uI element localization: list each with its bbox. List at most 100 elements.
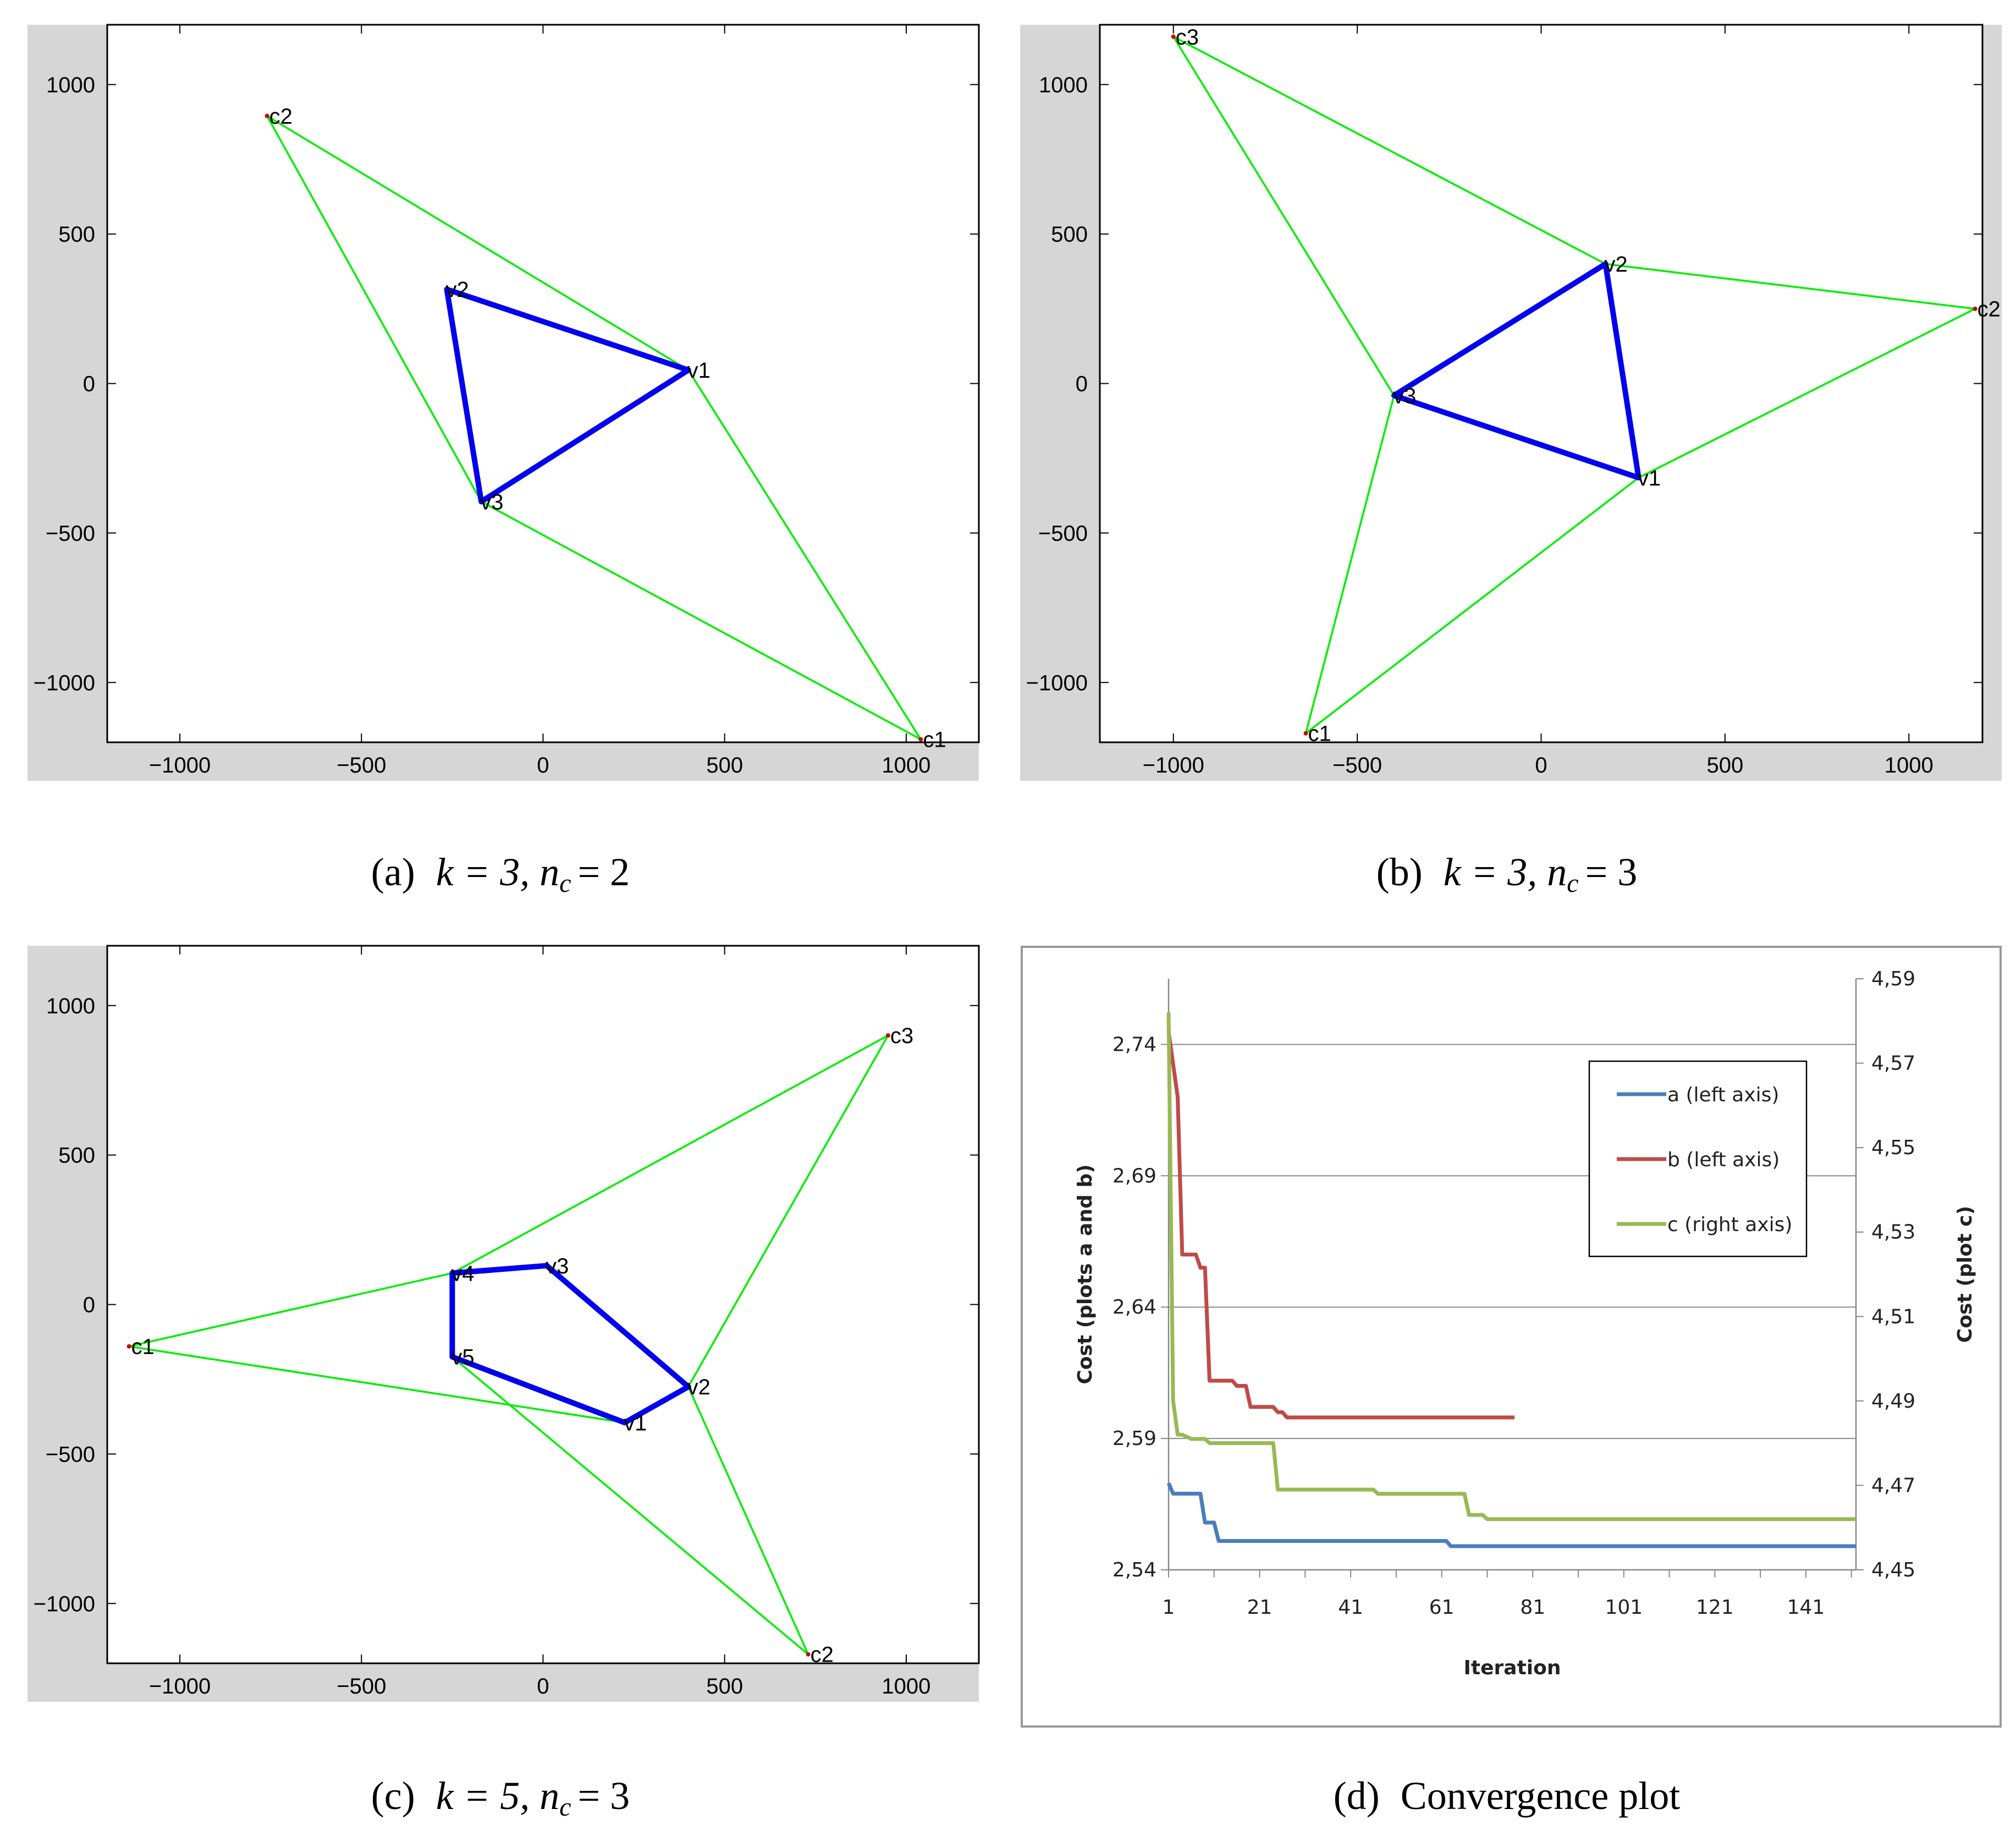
caption-b: (b) k = 3, nc = 3 (1376, 850, 1637, 898)
plot-area (106, 24, 980, 743)
right-tick-label: 4,51 (1871, 1305, 1915, 1328)
y-tick-label: −500 (46, 1442, 95, 1466)
x-axis-title: Iteration (1464, 1657, 1561, 1679)
right-tick-label: 4,59 (1871, 968, 1915, 990)
x-tick-label: −500 (1332, 753, 1382, 777)
connection-line-c2-v1 (266, 115, 689, 371)
subplot-d-convergence: 2,54 2,59 2,64 2,69 2,74 4,45 4,47 4,49 4,51 4,53… (1021, 946, 2002, 1728)
vertex-label-v5: v5 (451, 1345, 474, 1370)
x-tick-label: 101 (1605, 1596, 1643, 1619)
x-tick-label: 1000 (882, 1674, 930, 1698)
cluster-point-c2 (806, 1652, 811, 1657)
right-axis-title: Cost (plot c) (1954, 1206, 1976, 1343)
x-tick-label: −500 (337, 1674, 386, 1698)
series-line-c (1166, 1012, 1856, 1521)
cluster-point-c1 (918, 737, 923, 742)
x-tick-label: −1000 (149, 753, 211, 777)
vertex-label-v1: v1 (1638, 466, 1661, 490)
cluster-label-c3: c3 (1176, 25, 1199, 49)
right-tick-label: 4,47 (1871, 1474, 1915, 1497)
right-tick-label: 4,55 (1871, 1137, 1915, 1159)
right-tick-label: 4,57 (1871, 1052, 1915, 1075)
vertex-label-v1: v1 (624, 1411, 647, 1435)
y-tick-label: 1000 (1039, 73, 1088, 97)
cluster-label-c2: c2 (811, 1643, 834, 1667)
cluster-point-c1 (126, 1344, 131, 1349)
left-tick-label: 2,59 (1112, 1427, 1156, 1450)
vertex-label-v4: v4 (451, 1261, 474, 1286)
vertex-label-v1: v1 (687, 359, 710, 383)
y-tick-label: 0 (1076, 372, 1088, 396)
cluster-point-c2 (265, 113, 269, 118)
plot-area (1099, 24, 1984, 743)
connection-line-c2-v2 (687, 1386, 809, 1655)
polygon-path (449, 1262, 691, 1426)
y-tick-label: 0 (83, 1293, 95, 1317)
right-tick-label: 4,45 (1871, 1559, 1915, 1581)
connection-line-c2-v2 (1605, 263, 1975, 310)
plot-area (106, 945, 980, 1664)
series-line-a (1166, 1482, 1856, 1548)
cluster-label-c1: c1 (1308, 722, 1331, 746)
connection-line-c1-v1 (687, 369, 922, 740)
polygon-path (1391, 261, 1642, 481)
connection-line-c1-v1 (129, 1345, 625, 1424)
left-tick-label: 2,54 (1112, 1559, 1156, 1581)
x-tick-label: 61 (1429, 1596, 1455, 1619)
x-tick-label: 500 (706, 753, 743, 777)
x-tick-label: 0 (537, 753, 549, 777)
cluster-point-c2 (1973, 306, 1978, 311)
caption-d: (d) Convergence plot (1334, 1774, 1681, 1818)
x-tick-label: 1 (1163, 1596, 1175, 1619)
y-tick-label: −1000 (34, 1592, 95, 1616)
connection-line-c2-v3 (266, 115, 482, 503)
connection-line-c3-v4 (451, 1034, 889, 1274)
cluster-label-c1: c1 (923, 728, 946, 752)
vertex-label-v3: v3 (480, 490, 503, 514)
convergence-frame (1021, 946, 2002, 1728)
subplot-c: −1000 −500 0 500 1000 −1000 −500 0 500 1000 v1 v2 v3… (27, 945, 980, 1702)
connection-line-c2-v5 (451, 1356, 809, 1656)
cluster-label-c3: c3 (890, 1024, 913, 1048)
y-tick-label: −500 (1038, 521, 1088, 545)
y-tick-label: 500 (1051, 223, 1088, 247)
y-tick-label: −1000 (1026, 671, 1088, 695)
y-tick-label: 1000 (46, 73, 95, 97)
x-tick-label: 81 (1520, 1596, 1545, 1619)
vertex-label-v3: v3 (546, 1254, 569, 1278)
left-axis-title: Cost (plots a and b) (1074, 1164, 1097, 1384)
y-tick-label: 500 (58, 1144, 95, 1168)
legend-label-b: b (left axis) (1667, 1149, 1780, 1171)
cluster-label-c2: c2 (269, 104, 293, 129)
right-tick-label: 4,53 (1871, 1221, 1915, 1244)
cluster-label-c2: c2 (1978, 297, 2001, 322)
legend-label-c: c (right axis) (1667, 1214, 1792, 1236)
y-tick-label: −1000 (34, 671, 95, 695)
connection-line-c3-v2 (687, 1035, 889, 1387)
subplot-a: −1000 −500 0 500 1000 −1000 −500 0 500 1000 v1 v2 v3… (27, 24, 980, 781)
connection-line-c3-v2 (1172, 36, 1606, 265)
y-tick-label: 500 (58, 223, 95, 247)
left-tick-label: 2,74 (1112, 1033, 1156, 1056)
y-tick-label: −500 (46, 521, 95, 545)
y-tick-label: 0 (83, 372, 95, 396)
right-tick-label: 4,49 (1871, 1390, 1915, 1413)
y-tick-label: 1000 (46, 994, 95, 1018)
polygon-path (444, 286, 691, 505)
cluster-point-c3 (885, 1033, 890, 1038)
legend-label-a: a (left axis) (1667, 1084, 1779, 1106)
connection-line-c3-v3 (1172, 36, 1395, 396)
left-tick-label: 2,64 (1112, 1296, 1156, 1319)
vertex-label-v2: v2 (445, 278, 469, 302)
cluster-label-c1: c1 (131, 1335, 155, 1359)
x-tick-label: 1000 (1885, 753, 1934, 777)
vertex-label-v3: v3 (1393, 384, 1416, 408)
x-tick-label: 500 (706, 1674, 743, 1698)
x-tick-label: 0 (537, 1674, 549, 1698)
cluster-point-c3 (1171, 34, 1176, 39)
connection-line-c1-v3 (481, 500, 922, 741)
connection-line-c2-v1 (1638, 307, 1976, 479)
subplot-b: −1000 −500 0 500 1000 −1000 −500 0 500 1000 v1 v2 v3… (1020, 24, 2002, 781)
connection-line-c1-v3 (1304, 395, 1395, 734)
